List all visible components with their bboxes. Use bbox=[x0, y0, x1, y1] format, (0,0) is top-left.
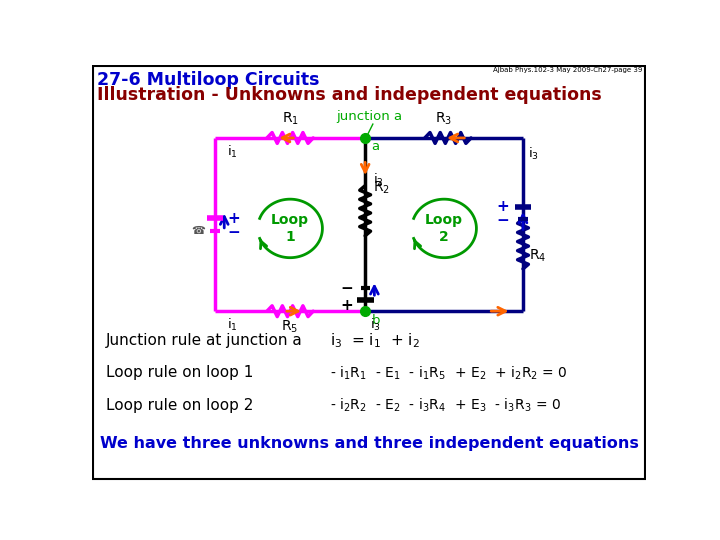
Text: 27-6 Multiloop Circuits: 27-6 Multiloop Circuits bbox=[97, 71, 320, 89]
Text: - i$_2$R$_2$  - E$_2$  - i$_3$R$_4$  + E$_3$  - i$_3$R$_3$ = 0: - i$_2$R$_2$ - E$_2$ - i$_3$R$_4$ + E$_3… bbox=[330, 396, 562, 414]
Text: i$_1$: i$_1$ bbox=[228, 318, 238, 334]
Text: R$_5$: R$_5$ bbox=[282, 319, 299, 335]
Text: b: b bbox=[372, 314, 380, 327]
Text: junction a: junction a bbox=[336, 110, 402, 123]
Text: i$_3$  = i$_1$  + i$_2$: i$_3$ = i$_1$ + i$_2$ bbox=[330, 331, 420, 350]
Text: Loop
1: Loop 1 bbox=[271, 213, 309, 244]
Text: −: − bbox=[496, 213, 509, 228]
Text: Junction rule at junction a: Junction rule at junction a bbox=[106, 333, 302, 348]
Text: +: + bbox=[228, 211, 240, 226]
Text: +: + bbox=[340, 298, 353, 313]
Text: a: a bbox=[372, 140, 379, 153]
Text: −: − bbox=[228, 225, 240, 240]
Text: We have three unknowns and three independent equations: We have three unknowns and three indepen… bbox=[99, 436, 639, 451]
Text: ☎: ☎ bbox=[191, 226, 205, 236]
Text: −: − bbox=[340, 281, 353, 295]
Text: i$_2$: i$_2$ bbox=[373, 172, 384, 188]
Text: Loop rule on loop 2: Loop rule on loop 2 bbox=[106, 397, 253, 413]
Text: Loop rule on loop 1: Loop rule on loop 1 bbox=[106, 365, 253, 380]
Text: R$_3$: R$_3$ bbox=[436, 111, 453, 127]
Text: +: + bbox=[496, 199, 509, 214]
Text: R$_1$: R$_1$ bbox=[282, 111, 299, 127]
Text: i$_1$: i$_1$ bbox=[228, 144, 238, 160]
Text: - i$_1$R$_1$  - E$_1$  - i$_1$R$_5$  + E$_2$  + i$_2$R$_2$ = 0: - i$_1$R$_1$ - E$_1$ - i$_1$R$_5$ + E$_2… bbox=[330, 364, 568, 381]
Text: Loop
2: Loop 2 bbox=[425, 213, 463, 244]
Text: i$_3$: i$_3$ bbox=[370, 318, 381, 334]
Text: R$_2$: R$_2$ bbox=[373, 179, 390, 196]
Text: i$_3$: i$_3$ bbox=[528, 146, 539, 162]
Text: Ajbab Phys.102-3 May 2009-Ch27-page 39: Ajbab Phys.102-3 May 2009-Ch27-page 39 bbox=[493, 67, 642, 73]
Text: Illustration - Unknowns and independent equations: Illustration - Unknowns and independent … bbox=[97, 86, 602, 104]
Text: R$_4$: R$_4$ bbox=[529, 247, 546, 264]
